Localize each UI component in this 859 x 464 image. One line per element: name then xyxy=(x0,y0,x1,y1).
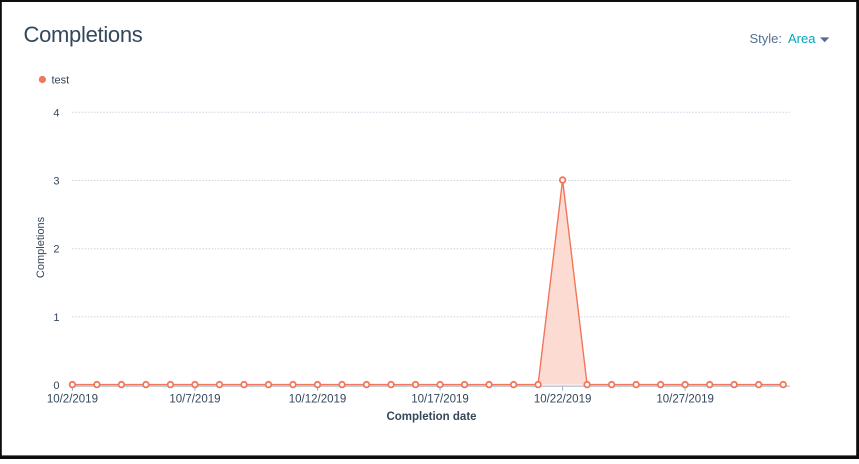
svg-text:10/17/2019: 10/17/2019 xyxy=(411,393,469,405)
svg-text:test: test xyxy=(52,75,70,87)
svg-text:2: 2 xyxy=(53,244,59,256)
svg-text:Completion date: Completion date xyxy=(386,411,476,423)
svg-text:10/12/2019: 10/12/2019 xyxy=(289,393,347,405)
svg-text:Completions: Completions xyxy=(35,216,47,278)
svg-text:Area: Area xyxy=(788,31,816,46)
svg-text:Completions: Completions xyxy=(24,22,143,47)
svg-text:10/7/2019: 10/7/2019 xyxy=(169,393,220,405)
svg-text:10/27/2019: 10/27/2019 xyxy=(656,393,714,405)
svg-text:10/22/2019: 10/22/2019 xyxy=(534,393,592,405)
svg-text:4: 4 xyxy=(53,107,59,119)
svg-text:1: 1 xyxy=(53,312,59,324)
svg-text:Style:: Style: xyxy=(750,31,783,46)
svg-text:0: 0 xyxy=(53,380,59,392)
svg-text:3: 3 xyxy=(53,176,59,188)
svg-text:10/2/2019: 10/2/2019 xyxy=(47,393,98,405)
